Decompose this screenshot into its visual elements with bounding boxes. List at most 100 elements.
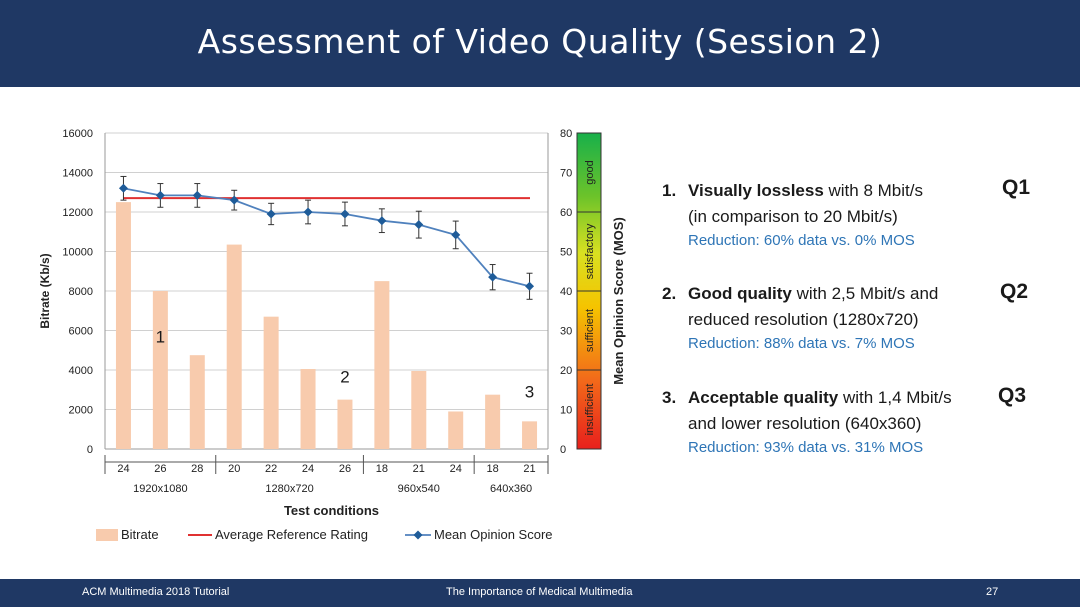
grid-lines	[105, 132, 548, 450]
y2-tick-label: 70	[560, 168, 572, 180]
x-tick-label: 24	[302, 463, 314, 475]
legend-swatch-bitrate	[96, 529, 118, 541]
y-axis-title: Bitrate (Kb/s)	[38, 253, 52, 328]
x-tick-label: 18	[376, 463, 388, 475]
bitrate-bar	[189, 355, 205, 449]
title-bar: Assessment of Video Quality (Session 2)	[0, 0, 1080, 87]
legend-label: Mean Opinion Score	[434, 527, 553, 542]
mos-point	[229, 195, 239, 205]
bitrate-bars	[115, 202, 538, 449]
reduction-note: Reduction: 93% data vs. 31% MOS	[688, 439, 924, 456]
group-label: 960x540	[398, 483, 440, 495]
y2-tick-label: 50	[560, 247, 572, 259]
group-label: 1920x1080	[133, 483, 187, 495]
y2-tick-label: 60	[560, 207, 572, 219]
point-text: with 2,5 Mbit/s and	[791, 284, 939, 303]
bitrate-bar	[485, 394, 501, 449]
quality-scale: insufficient sufficient satisfactory good	[576, 132, 602, 450]
annotation-label: 3	[525, 383, 534, 402]
point-1: 1. Visually lossless with 8 Mbit/s (in c…	[662, 178, 992, 252]
point-text-line2: (in comparison to 20 Mbit/s)	[688, 207, 898, 226]
x-tick-label: 21	[413, 463, 425, 475]
point-number: 1.	[662, 181, 677, 200]
q3-label: Q3	[998, 384, 1027, 407]
bitrate-bar	[522, 421, 538, 449]
x-tick-label: 22	[265, 463, 277, 475]
reduction-note: Reduction: 60% data vs. 0% MOS	[688, 232, 915, 249]
y-tick-label: 0	[87, 444, 93, 456]
point-3: 3. Acceptable quality with 1,4 Mbit/s an…	[662, 385, 992, 459]
bitrate-bar	[300, 369, 316, 449]
bitrate-bar	[263, 316, 279, 449]
y2-tick-label: 40	[560, 286, 572, 298]
group-label: 1280x720	[265, 483, 313, 495]
y2-tick-label: 20	[560, 365, 572, 377]
point-heading: Visually lossless	[688, 181, 824, 200]
y-tick-label: 6000	[69, 326, 93, 338]
x-tick-label: 26	[339, 463, 351, 475]
y-tick-label: 10000	[62, 247, 93, 259]
x-tick-label: 21	[523, 463, 535, 475]
x-tick-label: 18	[487, 463, 499, 475]
mos-point	[340, 209, 350, 219]
point-text-line2: reduced resolution (1280x720)	[688, 310, 919, 329]
bitrate-bar	[226, 244, 242, 449]
x-tick-label: 26	[154, 463, 166, 475]
mos-point	[451, 230, 461, 240]
mos-point	[192, 190, 202, 200]
bitrate-bar	[115, 202, 131, 449]
mos-point	[488, 272, 498, 282]
y2-tick-label: 10	[560, 405, 572, 417]
mos-point	[377, 216, 387, 226]
bitrate-mos-chart: 0 2000 4000 6000 8000 10000 12000 14000 16000 0 10…	[38, 128, 626, 542]
y-tick-label: 8000	[69, 286, 93, 298]
legend-label: Bitrate	[121, 527, 159, 542]
y-tick-label: 4000	[69, 365, 93, 377]
y2-axis-title: Mean Opinion Score (MOS)	[611, 217, 626, 385]
y2-tick-label: 0	[560, 444, 566, 456]
mos-point	[525, 281, 535, 291]
footer-bar: ACM Multimedia 2018 Tutorial The Importa…	[0, 579, 1080, 607]
point-number: 3.	[662, 388, 677, 407]
q1-label: Q1	[1002, 176, 1031, 199]
footer-center: The Importance of Medical Multimedia	[446, 586, 633, 598]
x-tick-label: 28	[191, 463, 203, 475]
annotation-label: 2	[340, 368, 349, 387]
mos-point	[155, 190, 165, 200]
bitrate-bar	[374, 281, 390, 449]
chart-legend: Bitrate Average Reference Rating Mean Opin…	[96, 527, 553, 542]
q2-label: Q2	[1000, 280, 1029, 303]
point-heading: Acceptable quality	[688, 388, 839, 407]
y-tick-label: 12000	[62, 207, 93, 219]
y2-tick-label: 30	[560, 326, 572, 338]
reduction-note: Reduction: 88% data vs. 7% MOS	[688, 335, 915, 352]
point-2: 2. Good quality with 2,5 Mbit/s and redu…	[662, 281, 992, 355]
scale-label: sufficient	[584, 309, 596, 352]
y-tick-label: 2000	[69, 405, 93, 417]
scale-label: satisfactory	[584, 223, 596, 279]
bitrate-bar	[152, 291, 168, 449]
mos-series	[118, 175, 535, 300]
bitrate-bar	[411, 370, 427, 449]
y-tick-label: 16000	[62, 128, 93, 140]
page-number: 27	[986, 586, 999, 598]
x-tick-label: 24	[450, 463, 462, 475]
axes: 0 2000 4000 6000 8000 10000 12000 14000 16000 0 10…	[62, 128, 572, 495]
legend-marker-mos	[413, 530, 423, 540]
x-axis-title: Test conditions	[284, 503, 379, 518]
slide-title: Assessment of Video Quality (Session 2)	[197, 22, 883, 61]
chart-labels: 1 2 3 Bitrate (Kb/s) Mean Opinion Score (MOS…	[38, 217, 626, 518]
scale-label: good	[584, 160, 596, 184]
x-tick-label: 20	[228, 463, 240, 475]
group-label: 640x360	[490, 483, 532, 495]
x-tick-label: 24	[117, 463, 129, 475]
legend-label: Average Reference Rating	[215, 527, 368, 542]
mos-point	[303, 207, 313, 217]
point-text: with 1,4 Mbit/s	[838, 388, 952, 407]
y-tick-label: 14000	[62, 168, 93, 180]
point-text-line2: and lower resolution (640x360)	[688, 414, 922, 433]
bitrate-bar	[448, 411, 464, 449]
scale-label: insufficient	[584, 384, 596, 436]
y2-tick-label: 80	[560, 128, 572, 140]
mos-point	[266, 209, 276, 219]
